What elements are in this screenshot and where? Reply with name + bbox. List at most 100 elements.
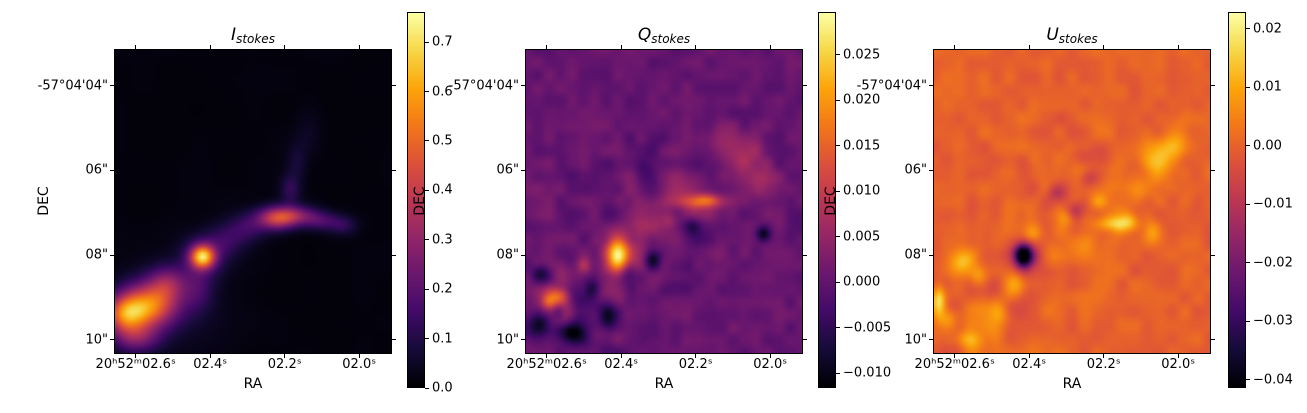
colorbar-u-stokes xyxy=(1228,12,1246,388)
colorbar-tick-mark xyxy=(836,281,840,283)
x-tick-label: 20ʰ52ᵐ02.6ˢ xyxy=(95,357,176,372)
y-tick-mark xyxy=(929,254,933,256)
colorbar-tick-label: 0.5 xyxy=(432,133,453,149)
colorbar-tick-label: 0.010 xyxy=(843,183,881,199)
x-tick-mark xyxy=(1177,45,1179,49)
x-tick-label: 02.2ˢ xyxy=(678,357,713,372)
y-tick-mark xyxy=(110,85,114,87)
title-main: I xyxy=(231,25,237,45)
x-tick-mark xyxy=(954,354,956,358)
y-tick-mark xyxy=(803,169,807,171)
title-sub: stokes xyxy=(651,32,691,46)
colorbar-tick-label: 0.2 xyxy=(432,281,453,297)
y-tick-label: -57°04'04" xyxy=(448,78,519,94)
colorbar-tick-mark xyxy=(425,387,429,389)
y-tick-mark xyxy=(110,254,114,256)
y-tick-mark xyxy=(110,169,114,171)
colorbar-canvas-u xyxy=(1229,13,1245,387)
panel-title: Ustokes xyxy=(933,26,1211,47)
x-axis-label: RA xyxy=(243,376,263,392)
y-tick-mark xyxy=(929,85,933,87)
colorbar-tick-label: 0.7 xyxy=(432,34,453,50)
y-tick-mark xyxy=(392,85,396,87)
y-tick-label: 08" xyxy=(85,247,108,263)
colorbar-tick-label: 0.6 xyxy=(432,84,453,100)
y-tick-label: 10" xyxy=(496,332,519,348)
colorbar-tick-mark xyxy=(836,54,840,56)
colorbar-tick-mark xyxy=(425,338,429,340)
colorbar-tick-mark xyxy=(425,239,429,241)
x-tick-mark xyxy=(1028,45,1030,49)
colorbar-i-stokes xyxy=(407,12,425,388)
x-tick-mark xyxy=(284,354,286,358)
y-tick-label: 08" xyxy=(496,247,519,263)
colorbar-tick-label: 0.3 xyxy=(432,232,453,248)
y-tick-mark xyxy=(803,254,807,256)
axes-i-stokes xyxy=(114,49,392,354)
y-tick-mark xyxy=(521,85,525,87)
x-axis-label: RA xyxy=(654,376,674,392)
colorbar-tick-label: −0.01 xyxy=(1253,196,1293,212)
colorbar-tick-mark xyxy=(836,99,840,101)
title-sub: stokes xyxy=(236,32,275,46)
colorbar-tick-mark xyxy=(836,190,840,192)
y-tick-mark xyxy=(1211,169,1215,171)
y-tick-mark xyxy=(1211,339,1215,341)
colorbar-tick-mark xyxy=(1246,379,1250,381)
title-main: Q xyxy=(637,25,652,45)
y-tick-mark xyxy=(1211,85,1215,87)
colorbar-tick-mark xyxy=(1246,203,1250,205)
x-tick-mark xyxy=(209,354,211,358)
colorbar-tick-label: 0.1 xyxy=(432,331,453,347)
colorbar-tick-mark xyxy=(1246,262,1250,264)
x-tick-label: 02.2ˢ xyxy=(267,357,302,372)
x-tick-mark xyxy=(209,45,211,49)
y-tick-label: -57°04'04" xyxy=(37,78,108,94)
colorbar-tick-label: −0.03 xyxy=(1253,313,1293,329)
x-tick-label: 20ʰ52ᵐ02.6ˢ xyxy=(914,357,995,372)
y-tick-mark xyxy=(803,85,807,87)
colorbar-tick-mark xyxy=(1246,28,1250,30)
heatmap-canvas-q xyxy=(526,50,802,353)
x-tick-mark xyxy=(546,45,548,49)
colorbar-tick-mark xyxy=(425,189,429,191)
y-tick-mark xyxy=(521,169,525,171)
y-tick-mark xyxy=(392,169,396,171)
colorbar-q-stokes xyxy=(818,12,836,388)
colorbar-tick-mark xyxy=(1246,86,1250,88)
colorbar-tick-label: −0.02 xyxy=(1253,255,1293,271)
x-tick-mark xyxy=(1103,45,1105,49)
x-tick-mark xyxy=(1028,354,1030,358)
colorbar-canvas-q xyxy=(819,13,835,387)
y-tick-mark xyxy=(803,339,807,341)
x-tick-mark xyxy=(358,45,360,49)
colorbar-tick-mark xyxy=(425,288,429,290)
y-tick-label: 06" xyxy=(904,162,927,178)
x-tick-mark xyxy=(284,45,286,49)
colorbar-tick-label: 0.4 xyxy=(432,182,453,198)
x-tick-mark xyxy=(695,45,697,49)
heatmap-canvas-i xyxy=(115,50,391,353)
y-tick-mark xyxy=(521,254,525,256)
title-sub: stokes xyxy=(1058,32,1098,46)
x-axis-label: RA xyxy=(1062,376,1082,392)
x-tick-mark xyxy=(695,354,697,358)
colorbar-tick-mark xyxy=(425,91,429,93)
x-tick-label: 02.2ˢ xyxy=(1086,357,1121,372)
colorbar-tick-label: 0.025 xyxy=(843,47,881,63)
x-tick-label: 02.4ˢ xyxy=(604,357,639,372)
colorbar-tick-label: −0.04 xyxy=(1253,372,1293,388)
y-tick-mark xyxy=(1211,254,1215,256)
y-tick-mark xyxy=(392,339,396,341)
y-tick-label: 10" xyxy=(85,332,108,348)
y-tick-label: 06" xyxy=(496,162,519,178)
colorbar-tick-mark xyxy=(836,145,840,147)
colorbar-tick-mark xyxy=(1246,145,1250,147)
x-tick-label: 02.4ˢ xyxy=(193,357,228,372)
colorbar-tick-mark xyxy=(836,236,840,238)
colorbar-tick-label: 0.00 xyxy=(1253,138,1282,154)
colorbar-tick-label: 0.02 xyxy=(1253,21,1282,37)
colorbar-tick-label: 0.000 xyxy=(843,274,881,290)
x-tick-label: 02.0ˢ xyxy=(753,357,788,372)
